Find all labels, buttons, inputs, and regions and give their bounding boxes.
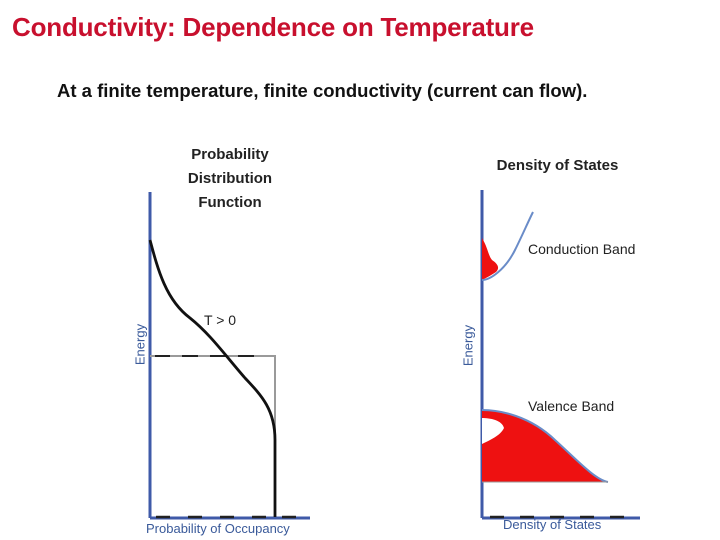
conduction-band-label: Conduction Band	[528, 241, 636, 257]
conduction-band-fill	[482, 238, 499, 280]
left-x-axis-label: Probability of Occupancy	[146, 521, 290, 536]
fermi-dirac-curve	[148, 239, 277, 517]
valence-band-curve	[481, 409, 609, 483]
right-plot	[480, 190, 640, 520]
step-function-curve	[150, 355, 276, 517]
left-panel-title: Probability Distribution Function	[150, 143, 310, 215]
right-y-axis-label: Energy	[460, 324, 476, 367]
right-x-axis-label: Density of States	[503, 517, 602, 532]
slide-subtitle: At a finite temperature, finite conducti…	[57, 80, 588, 101]
conduction-band-curve	[481, 211, 534, 281]
valence-holes	[482, 418, 504, 444]
valence-band-label: Valence Band	[528, 398, 615, 414]
right-panel-title: Density of States	[496, 157, 619, 174]
valence-band-fill	[482, 410, 608, 482]
left-panel-title-line-1: Probability	[191, 146, 269, 163]
left-y-axis-label: Energy	[132, 323, 148, 366]
left-plot	[148, 192, 310, 520]
temperature-label: T > 0	[204, 312, 237, 328]
left-panel-title-line-2: Distribution	[187, 170, 273, 187]
left-panel-title-line-3: Function	[198, 194, 262, 211]
slide-title: Conductivity: Dependence on Temperature	[12, 12, 534, 42]
